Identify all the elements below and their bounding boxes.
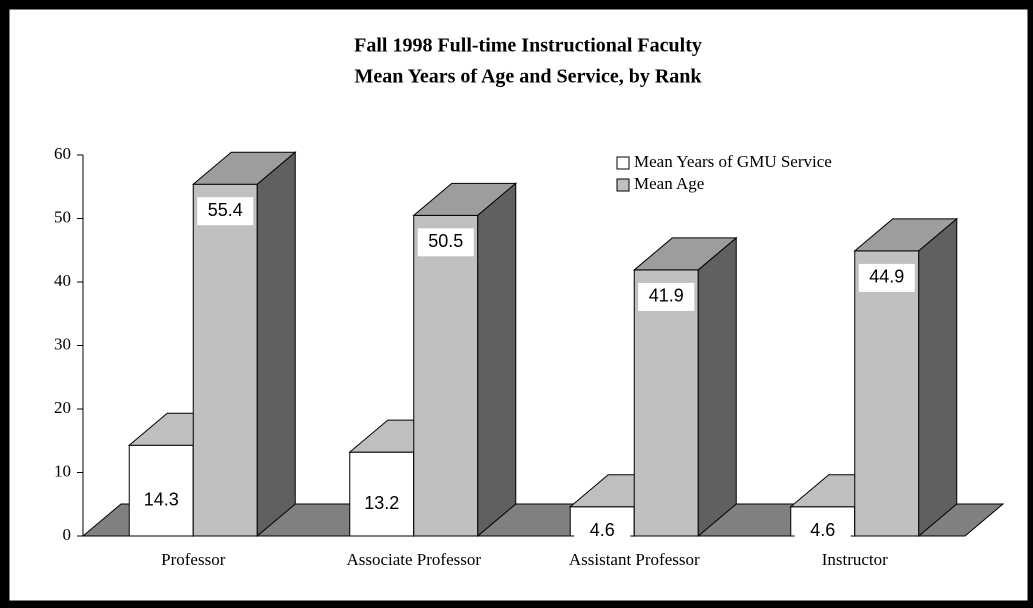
data-label: 13.2 xyxy=(364,493,399,513)
x-tick-label: Associate Professor xyxy=(346,550,481,569)
data-label-box xyxy=(858,263,915,292)
y-tick-label: 50 xyxy=(54,207,71,226)
data-label: 50.5 xyxy=(428,231,463,251)
y-tick-label: 20 xyxy=(54,398,71,417)
data-label-box xyxy=(794,517,851,546)
x-tick-label: Instructor xyxy=(822,550,888,569)
data-label-box xyxy=(574,517,631,546)
data-label: 4.6 xyxy=(810,520,835,540)
chart-subtitle: Mean Years of Age and Service, by Rank xyxy=(354,66,702,88)
bar-side xyxy=(918,217,958,538)
x-tick-label: Professor xyxy=(161,550,226,569)
data-label-box xyxy=(417,228,474,257)
data-label: 44.9 xyxy=(869,267,904,287)
x-tick-label: Assistant Professor xyxy=(569,550,700,569)
data-label-box xyxy=(638,282,695,311)
legend-label: Mean Age xyxy=(634,174,704,193)
y-tick-label: 30 xyxy=(54,334,71,353)
bar xyxy=(854,250,920,537)
data-label-box xyxy=(353,490,410,519)
y-tick-label: 40 xyxy=(54,271,71,290)
legend-swatch xyxy=(616,156,630,170)
bar-side xyxy=(697,236,737,538)
bar xyxy=(413,214,479,537)
legend-label: Mean Years of GMU Service xyxy=(634,152,832,171)
legend-swatch xyxy=(616,178,630,192)
bar xyxy=(192,183,258,537)
data-label-box xyxy=(133,486,190,515)
y-tick-label: 0 xyxy=(63,525,72,544)
y-tick-label: 60 xyxy=(54,144,71,163)
bar-side xyxy=(256,151,296,538)
data-label: 41.9 xyxy=(649,286,684,306)
chart-title: Fall 1998 Full-time Instructional Facult… xyxy=(354,35,702,57)
data-label: 4.6 xyxy=(590,520,615,540)
data-label-box xyxy=(197,197,254,226)
bar xyxy=(633,269,699,537)
bar-side xyxy=(477,182,517,538)
data-label: 55.4 xyxy=(208,200,243,220)
y-tick-label: 10 xyxy=(54,461,71,480)
data-label: 14.3 xyxy=(144,489,179,509)
